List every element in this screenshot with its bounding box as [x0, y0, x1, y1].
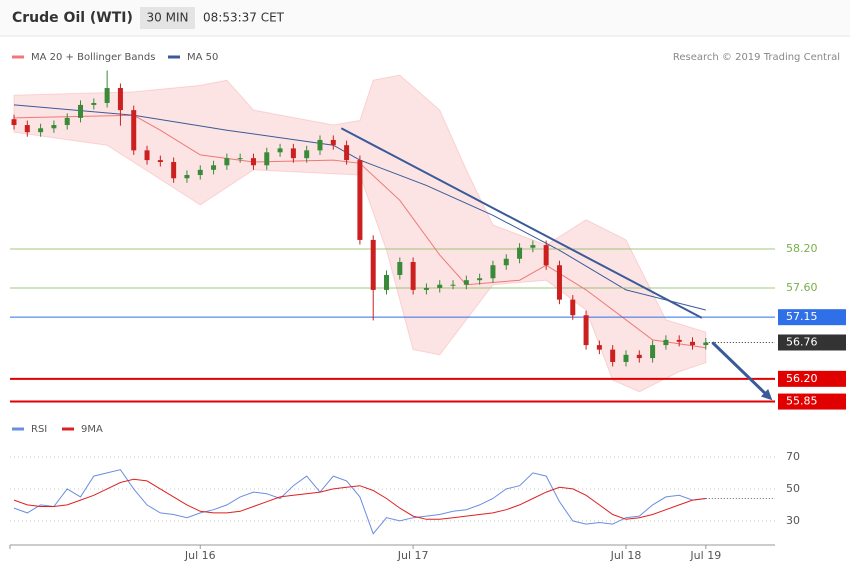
- candle-body: [157, 160, 163, 163]
- candle-body: [184, 175, 190, 179]
- candle-body: [477, 278, 483, 281]
- candle-body: [556, 265, 562, 300]
- candle-body: [24, 125, 30, 133]
- candle-body: [503, 258, 509, 266]
- legend-label: MA 20 + Bollinger Bands: [31, 52, 155, 63]
- x-tick-label: Jul 19: [689, 549, 721, 562]
- legend-label: MA 50: [187, 52, 218, 63]
- candle-body: [663, 339, 669, 346]
- legend-label: 9MA: [81, 424, 103, 435]
- level-box: [778, 393, 846, 410]
- level-label: 56.20: [786, 372, 818, 385]
- y-tick-label: 70: [786, 450, 800, 463]
- candle-body: [676, 339, 682, 342]
- candle-body: [117, 88, 123, 111]
- candle-body: [490, 265, 496, 279]
- candle-body: [171, 162, 177, 179]
- timeframe-box: [140, 7, 195, 29]
- y-tick-label: 50: [786, 482, 800, 495]
- legend-label: RSI: [31, 424, 47, 435]
- candle-body: [211, 165, 217, 170]
- candle-body: [264, 152, 270, 166]
- level-box: [778, 370, 846, 387]
- credit: Research © 2019 Trading Central: [673, 52, 840, 63]
- candle-body: [290, 148, 296, 159]
- candle-body: [104, 88, 110, 103]
- x-tick-label: Jul 17: [397, 549, 429, 562]
- candle-body: [703, 342, 709, 346]
- candle-body: [91, 102, 97, 105]
- candle-body: [623, 354, 629, 362]
- arrow-head: [760, 389, 773, 401]
- candle-body: [370, 239, 376, 290]
- candle-body: [250, 158, 256, 166]
- candle-body: [304, 150, 310, 159]
- candle-body: [64, 117, 70, 126]
- level-box: [778, 309, 846, 326]
- candle-body: [38, 128, 44, 133]
- time: 08:53:37 CET: [203, 11, 285, 25]
- instrument-title: Crude Oil (WTI): [12, 10, 133, 26]
- level-box: [778, 334, 846, 351]
- candle-body: [144, 150, 150, 161]
- candle-body: [650, 345, 656, 359]
- candle-body: [570, 299, 576, 316]
- candle-body: [636, 354, 642, 359]
- candle-body: [543, 245, 549, 266]
- candle-body: [437, 284, 443, 288]
- candle-body: [131, 110, 137, 151]
- candle-body: [11, 119, 17, 126]
- rsi-line: [13, 478, 706, 520]
- candle-body: [517, 247, 523, 259]
- x-tick-label: Jul 18: [610, 549, 642, 562]
- candle-body: [78, 104, 84, 118]
- rsi-line: [13, 469, 706, 535]
- moving-average: [13, 114, 706, 349]
- candle-body: [583, 315, 589, 346]
- candle-body: [690, 341, 696, 346]
- x-tick-label: Jul 16: [184, 549, 216, 562]
- candle-body: [317, 139, 323, 151]
- candle-body: [463, 280, 469, 285]
- forecast-arrow: [711, 341, 768, 396]
- moving-average: [13, 104, 706, 311]
- level-label: 56.76: [786, 335, 818, 348]
- candle-body: [450, 284, 456, 286]
- candle-body: [423, 287, 429, 290]
- level-label: 58.20: [786, 242, 818, 255]
- candle-body: [224, 158, 230, 166]
- trend-line: [340, 127, 703, 319]
- y-tick-label: 30: [786, 514, 800, 527]
- level-label: 57.15: [786, 310, 818, 323]
- level-label: 55.85: [786, 395, 818, 408]
- candle-body: [237, 158, 243, 160]
- candle-body: [596, 345, 602, 350]
- candle-body: [410, 262, 416, 290]
- candle-body: [330, 139, 336, 146]
- candle-body: [344, 145, 350, 161]
- level-label: 57.60: [786, 281, 818, 294]
- candle-body: [357, 160, 363, 240]
- candle-body: [397, 262, 403, 275]
- candle-body: [384, 274, 390, 290]
- candle-body: [197, 169, 203, 176]
- candle-body: [277, 148, 283, 153]
- timeframe: 30 MIN: [147, 11, 189, 25]
- candle-body: [530, 245, 536, 248]
- candle-body: [610, 349, 616, 362]
- candle-body: [51, 125, 57, 129]
